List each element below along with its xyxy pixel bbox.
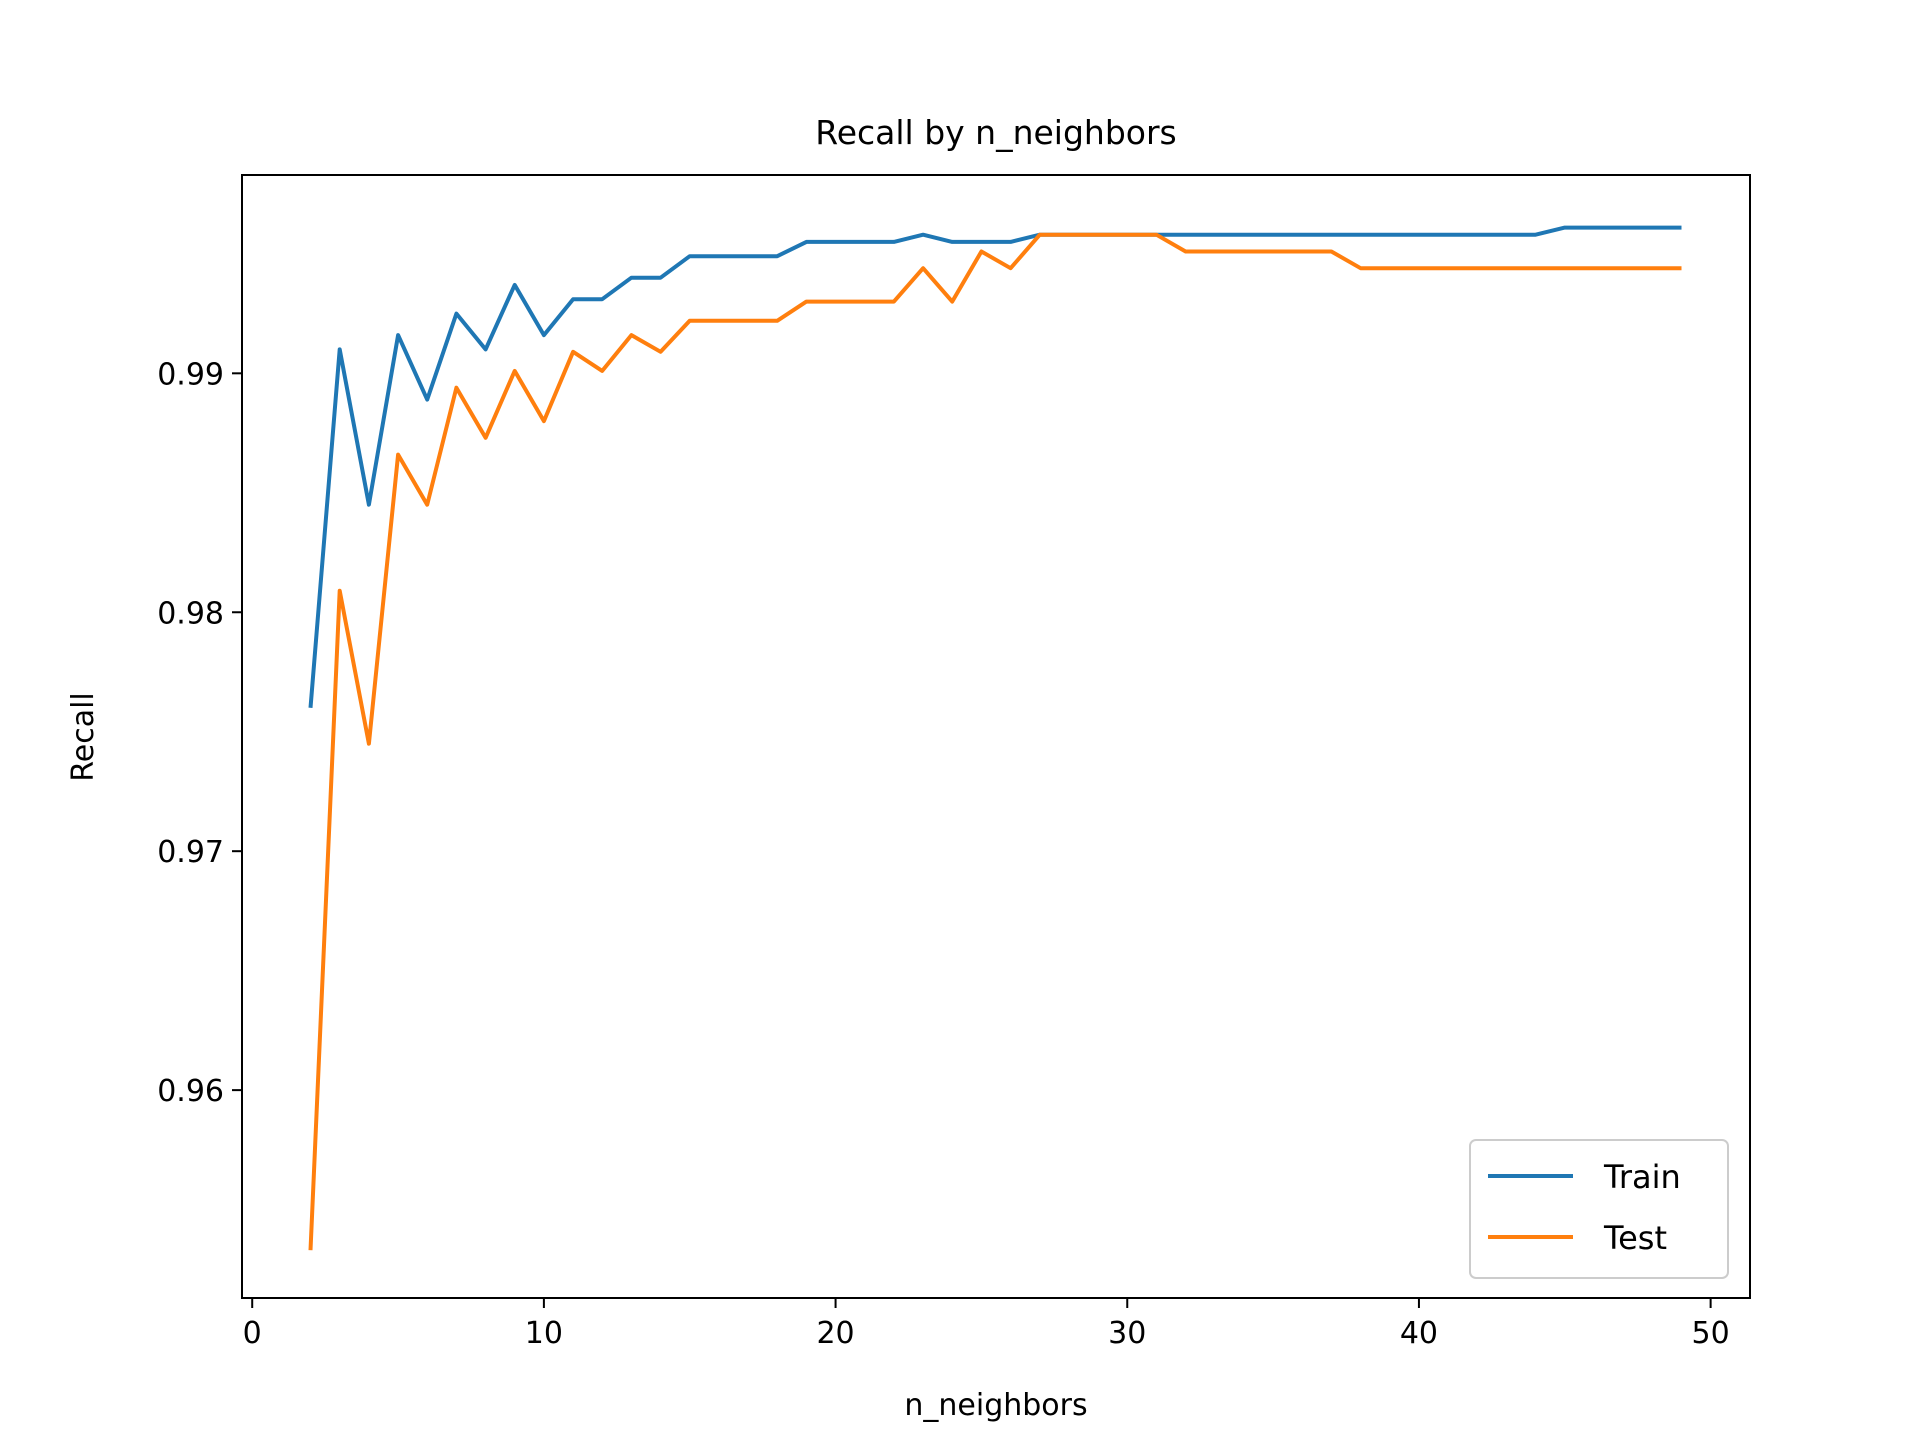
y-tick-label: 0.98 — [157, 596, 224, 631]
y-tick-label: 0.97 — [157, 835, 224, 870]
x-tick-label: 20 — [816, 1316, 854, 1351]
series-line-train — [308, 225, 1682, 708]
x-tick-label: 50 — [1692, 1316, 1730, 1351]
x-tick-label: 40 — [1400, 1316, 1438, 1351]
y-tick-label: 0.96 — [157, 1074, 224, 1109]
plot-lines — [308, 225, 1682, 1251]
legend: Train Test — [1469, 1139, 1729, 1279]
y-tick-label: 0.99 — [157, 357, 224, 392]
legend-frame — [1469, 1139, 1729, 1279]
legend-label-train: Train — [1603, 1158, 1681, 1196]
y-axis-label: Recall — [66, 692, 101, 782]
legend-label-test: Test — [1603, 1219, 1667, 1257]
x-tick-label: 0 — [243, 1316, 262, 1351]
x-axis-ticks: 0 10 20 30 40 50 — [243, 1298, 1730, 1351]
x-axis-label: n_neighbors — [904, 1388, 1087, 1423]
plot-frame — [241, 174, 1751, 1299]
y-axis-ticks: 0.96 0.97 0.98 0.99 — [157, 357, 242, 1109]
series-line-test — [308, 232, 1682, 1251]
chart-title: Recall by n_neighbors — [815, 113, 1176, 152]
x-tick-label: 10 — [525, 1316, 563, 1351]
x-tick-label: 30 — [1108, 1316, 1146, 1351]
